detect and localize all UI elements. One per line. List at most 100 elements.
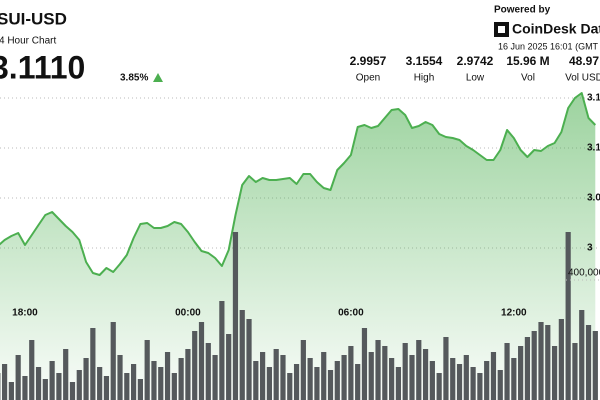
volume-bar [76,370,82,400]
volume-bar [103,376,110,400]
y-tick-label: 3.15 [587,93,600,104]
volume-bar [321,352,327,400]
stat-label: Low [466,73,485,84]
volume-bar [205,343,211,400]
y-tick-label: 3.05 [587,193,600,204]
volume-bar [63,349,69,400]
volume-bar [375,340,381,400]
volume-bar [416,340,422,400]
change: 3.85% [120,73,148,84]
stat-label: Vol [521,73,535,84]
volume-bar [164,352,171,400]
volume-bar [97,367,103,400]
volume-bar [490,352,497,400]
volume-bar [395,367,402,400]
volume-bar [246,319,252,400]
volume-bar [117,355,123,400]
volume-bar [477,373,483,400]
volume-bar [280,355,286,400]
volume-bar [144,340,150,400]
volume-bar [219,301,225,400]
volume-bar [15,355,21,400]
volume-bar [22,376,28,400]
volume-bar [436,373,442,400]
volume-bar [402,343,408,400]
volume-bar [341,355,347,400]
volume-bar [151,361,157,400]
volume-bar [538,322,544,400]
volume-bar [443,337,449,400]
area-fill [0,93,596,400]
y2-tick-label: 400,000 [568,268,600,279]
volume-bar [348,346,354,400]
plot-area [0,92,600,400]
y-tick-label: 3.1 [587,143,600,154]
volume-bar [531,331,537,400]
x-tick-label: 12:00 [501,308,527,319]
volume-bar [260,352,266,400]
volume-bar [110,322,116,400]
volume-bar [361,328,368,400]
volume-bar [368,352,374,400]
volume-bar [239,310,245,400]
volume-bar [83,358,89,400]
volume-bar [450,358,456,400]
stat-value: 2.9957 [350,54,387,68]
timestamp: 16 Jun 2025 16:01 (GMT [498,41,599,51]
volume-bar [90,328,96,400]
volume-bar [212,355,218,400]
volume-bar [463,355,469,400]
volume-bar [42,379,48,400]
stat-value: 2.9742 [457,54,494,68]
volume-bar [585,325,592,400]
volume-bar [314,367,320,400]
brand-logo [494,22,509,37]
stat-value: 48.97 [569,54,599,68]
volume-bar [429,361,435,400]
chart-title: SUI-USD [0,9,67,28]
volume-bar [69,382,76,400]
volume-bar [131,364,137,400]
volume-bar [355,364,361,400]
volume-bar [524,337,531,400]
volume-bar [293,364,300,400]
volume-bar [518,346,524,400]
volume-bar [592,331,598,400]
x-tick-label: 18:00 [12,308,38,319]
volume-bar [56,373,62,400]
volume-bar [484,361,490,400]
stat-label: Open [356,73,380,84]
volume-bar [422,349,429,400]
volume-bar [192,331,198,400]
x-tick-label: 06:00 [338,308,364,319]
volume-bar [185,349,191,400]
volume-bar [456,364,463,400]
volume-bar [178,358,184,400]
volume-bar [545,325,551,400]
volume-bar [253,361,259,400]
stat-label: Vol USD [565,73,600,84]
volume-bar [1,364,8,400]
volume-bar [232,232,239,400]
price: 3.1110 [0,49,85,85]
volume-bar [579,310,585,400]
volume-bar [29,340,35,400]
volume-bar [389,358,395,400]
volume-bar [558,319,564,400]
volume-bar [470,367,476,400]
volume-bar [124,373,130,400]
volume-bar [307,358,313,400]
volume-bar [565,232,571,400]
stat-label: High [414,73,435,84]
volume-bar [49,361,55,400]
price-line [0,92,597,276]
volume-bar [409,355,415,400]
volume-bar [511,358,517,400]
volume-bar [158,367,164,400]
volume-bar [273,349,279,400]
chart-subtitle: 4 Hour Chart [0,36,56,47]
volume-bar [171,373,177,400]
stat-value: 3.1554 [406,54,443,68]
